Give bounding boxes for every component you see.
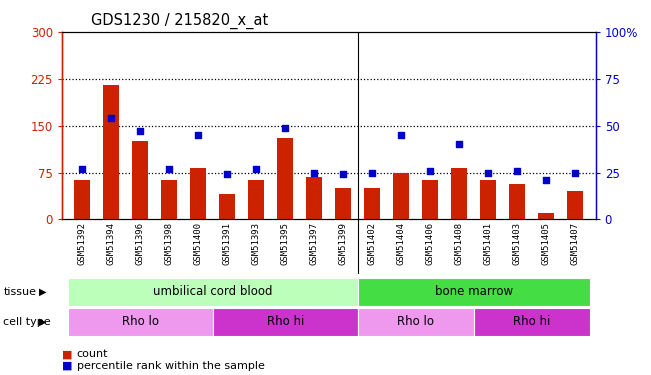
Text: GSM51406: GSM51406 xyxy=(426,222,435,265)
Point xyxy=(77,166,87,172)
Text: GSM51398: GSM51398 xyxy=(165,222,174,265)
Text: percentile rank within the sample: percentile rank within the sample xyxy=(77,361,265,370)
Bar xyxy=(68,308,213,336)
Bar xyxy=(538,213,554,219)
Point xyxy=(541,177,551,183)
Bar xyxy=(480,180,496,219)
Text: Rho lo: Rho lo xyxy=(397,315,434,328)
Text: GSM51391: GSM51391 xyxy=(223,222,232,265)
Point xyxy=(483,170,493,176)
Point xyxy=(338,171,348,177)
Text: ■: ■ xyxy=(62,361,72,370)
Text: ▶: ▶ xyxy=(39,286,47,297)
Bar xyxy=(422,180,438,219)
Text: cell type: cell type xyxy=(3,316,51,327)
Bar xyxy=(568,191,583,219)
Bar xyxy=(161,180,177,219)
Point xyxy=(222,171,232,177)
Bar xyxy=(104,85,119,219)
Text: GSM51401: GSM51401 xyxy=(484,222,493,265)
Text: count: count xyxy=(77,350,108,359)
Bar xyxy=(74,180,90,219)
Point xyxy=(280,124,290,130)
Text: GSM51396: GSM51396 xyxy=(135,222,145,265)
Point xyxy=(425,168,436,174)
Text: ▶: ▶ xyxy=(39,316,47,327)
Point xyxy=(570,170,581,176)
Text: GSM51402: GSM51402 xyxy=(368,222,377,265)
Bar xyxy=(213,308,358,336)
Text: GSM51405: GSM51405 xyxy=(542,222,551,265)
Point xyxy=(396,132,406,138)
Bar xyxy=(509,184,525,219)
Bar xyxy=(358,278,590,306)
Text: GSM51392: GSM51392 xyxy=(77,222,87,265)
Bar xyxy=(219,194,235,219)
Point xyxy=(106,115,117,121)
Text: ■: ■ xyxy=(62,350,72,359)
Text: GSM51397: GSM51397 xyxy=(310,222,319,265)
Point xyxy=(454,141,465,147)
Text: Rho lo: Rho lo xyxy=(122,315,159,328)
Point xyxy=(193,132,203,138)
Text: GSM51393: GSM51393 xyxy=(252,222,260,265)
Bar xyxy=(451,168,467,219)
Bar xyxy=(68,278,358,306)
Point xyxy=(251,166,262,172)
Text: tissue: tissue xyxy=(3,286,36,297)
Text: GSM51394: GSM51394 xyxy=(107,222,116,265)
Point xyxy=(309,170,320,176)
Bar xyxy=(474,308,590,336)
Bar xyxy=(358,308,474,336)
Bar xyxy=(335,188,352,219)
Text: GSM51400: GSM51400 xyxy=(194,222,202,265)
Text: umbilical cord blood: umbilical cord blood xyxy=(153,285,273,298)
Text: GSM51403: GSM51403 xyxy=(513,222,522,265)
Text: bone marrow: bone marrow xyxy=(435,285,513,298)
Text: GSM51399: GSM51399 xyxy=(339,222,348,265)
Bar xyxy=(365,188,380,219)
Point xyxy=(135,128,145,134)
Bar xyxy=(132,141,148,219)
Text: Rho hi: Rho hi xyxy=(266,315,304,328)
Point xyxy=(164,166,174,172)
Text: Rho hi: Rho hi xyxy=(513,315,551,328)
Text: GSM51404: GSM51404 xyxy=(397,222,406,265)
Point xyxy=(367,170,378,176)
Bar xyxy=(190,168,206,219)
Text: GDS1230 / 215820_x_at: GDS1230 / 215820_x_at xyxy=(91,13,268,29)
Text: GSM51408: GSM51408 xyxy=(455,222,464,265)
Text: GSM51395: GSM51395 xyxy=(281,222,290,265)
Bar xyxy=(306,177,322,219)
Text: GSM51407: GSM51407 xyxy=(571,222,580,265)
Bar xyxy=(248,180,264,219)
Bar xyxy=(277,138,293,219)
Point xyxy=(512,168,523,174)
Bar xyxy=(393,172,409,219)
